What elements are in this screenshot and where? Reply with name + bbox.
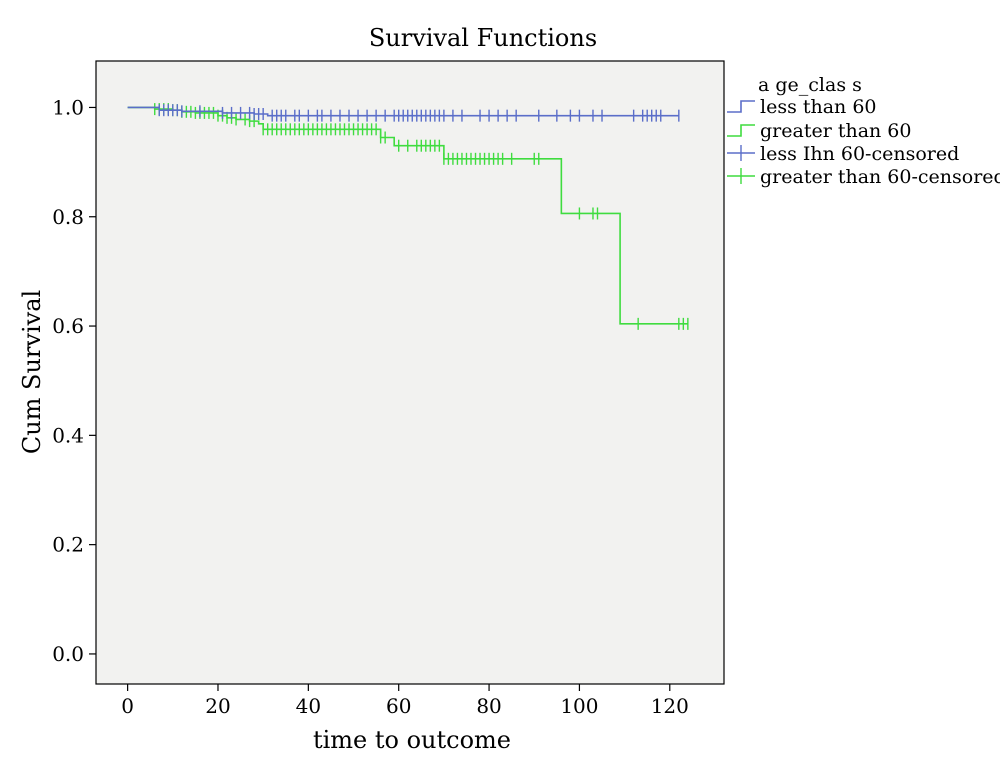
legend-swatch-step (727, 124, 755, 137)
x-tick-label: 120 (651, 694, 689, 718)
series-less-than-60 (127, 104, 680, 122)
legend-label: greater than 60-censored (760, 166, 1000, 188)
x-tick-label: 20 (205, 694, 230, 718)
x-tick-label: 100 (560, 694, 598, 718)
x-axis: 0 20 40 60 80 100 120 (121, 684, 689, 718)
y-axis: 0.0 0.2 0.4 0.6 0.8 1.0 (52, 95, 96, 666)
legend-swatch-step (727, 100, 755, 113)
legend-label: less than 60 (760, 96, 877, 118)
x-axis-label: time to outcome (313, 726, 511, 754)
y-tick-label: 0.2 (52, 533, 84, 557)
x-tick-label: 0 (121, 694, 134, 718)
y-tick-label: 0.8 (52, 205, 84, 229)
legend-title: a ge_clas s (758, 74, 862, 96)
legend-label: less Ihn 60-censored (760, 143, 959, 165)
plot-area (95, 60, 725, 685)
chart-title: Survival Functions (369, 24, 597, 52)
y-tick-label: 0.6 (52, 314, 84, 338)
y-axis-label: Cum Survival (18, 290, 46, 454)
y-tick-label: 1.0 (52, 95, 84, 119)
legend-entry: greater than 60-censored (727, 166, 1000, 188)
legend-entry: greater than 60 (727, 120, 911, 142)
x-tick-label: 60 (386, 694, 411, 718)
y-tick-label: 0.0 (52, 642, 84, 666)
y-tick-label: 0.4 (52, 423, 84, 447)
legend-entry: less than 60 (727, 96, 877, 118)
legend-label: greater than 60 (760, 120, 911, 142)
x-tick-label: 40 (296, 694, 321, 718)
series-layer (127, 103, 689, 330)
legend-entry: less Ihn 60-censored (727, 143, 959, 165)
x-tick-label: 80 (476, 694, 501, 718)
